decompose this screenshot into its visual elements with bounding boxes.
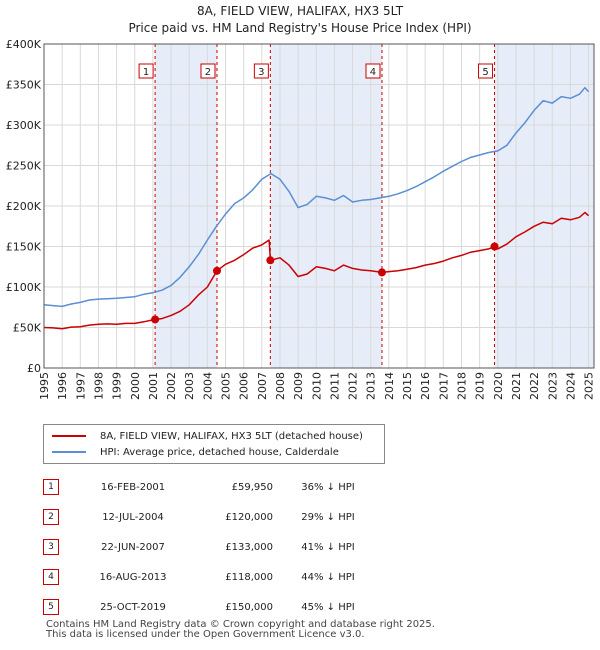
footer-license: This data is licensed under the Open Gov… [46,629,365,640]
sale-marker-badge: 3 [43,539,59,555]
sale-label-number: 4 [370,67,376,78]
table-row: 5 25-OCT-2019 £150,000 45% ↓ HPI [43,592,383,622]
x-tick-label: 2007 [256,372,269,400]
x-tick-label: 2005 [220,372,233,400]
sale-date: 22-JUN-2007 [101,541,165,553]
x-tick-label: 2022 [528,372,541,400]
sale-label-number: 5 [482,67,488,78]
x-tick-label: 2006 [238,372,251,400]
x-tick-label: 2002 [165,372,178,400]
x-tick-label: 2011 [328,372,341,400]
x-tick-label: 1996 [56,372,69,400]
x-tick-label: 1999 [111,372,124,400]
x-tick-label: 2009 [292,372,305,400]
legend-label-price: 8A, FIELD VIEW, HALIFAX, HX3 5LT (detach… [100,430,363,442]
x-tick-label: 2020 [492,372,505,400]
sale-label-box [253,63,269,79]
x-tick-label: 2000 [129,372,142,400]
sale-label-box [478,63,494,79]
table-row: 1 16-FEB-2001 £59,950 36% ↓ HPI [43,472,383,502]
x-tick-label: 2004 [201,372,214,400]
sale-hpi-diff: 41% ↓ HPI [301,541,355,553]
plot-border [43,43,595,369]
sale-label-box [200,63,216,79]
x-tick-label: 2025 [583,372,596,400]
sale-price: £118,000 [225,571,273,583]
sale-point [151,315,160,324]
sale-label-number: 1 [143,67,149,78]
sale-marker-badge: 4 [43,569,59,585]
sale-date: 16-AUG-2013 [99,571,167,583]
legend-label-hpi: HPI: Average price, detached house, Cald… [100,446,339,458]
legend-item-price: 8A, FIELD VIEW, HALIFAX, HX3 5LT (detach… [52,429,363,443]
x-tick-label: 2018 [455,372,468,400]
y-tick-label: £400K [6,38,42,51]
hpi-series-line [43,86,590,308]
x-tick-label: 1995 [38,372,51,400]
footer-copyright: Contains HM Land Registry data © Crown c… [46,619,435,630]
price-series-line [43,211,590,330]
sale-label-box [365,63,381,79]
y-tick-label: £200K [6,200,42,213]
sale-hpi-diff: 29% ↓ HPI [301,511,355,523]
x-tick-label: 2021 [510,372,523,400]
sale-point [490,242,499,251]
chart-legend: 8A, FIELD VIEW, HALIFAX, HX3 5LT (detach… [43,424,385,464]
sale-date: 12-JUL-2004 [102,511,164,523]
sale-point [266,256,275,265]
x-tick-label: 2024 [564,372,577,400]
sale-hpi-diff: 44% ↓ HPI [301,571,355,583]
footer-notice: Contains HM Land Registry data © Crown c… [46,620,435,640]
table-row: 4 16-AUG-2013 £118,000 44% ↓ HPI [43,562,383,592]
y-tick-label: £100K [6,281,42,294]
sale-price: £150,000 [225,601,273,613]
x-tick-label: 2001 [147,372,160,400]
x-tick-label: 2015 [401,372,414,400]
x-tick-label: 2016 [419,372,432,400]
y-tick-label: £350K [6,79,42,92]
x-tick-label: 1997 [74,372,87,400]
legend-swatch-hpi [52,451,86,453]
chart-subtitle: Price paid vs. HM Land Registry's House … [128,21,472,35]
sale-label-box [138,63,154,79]
table-row: 2 12-JUL-2004 £120,000 29% ↓ HPI [43,502,383,532]
sale-date: 16-FEB-2001 [100,481,166,493]
chart-title: 8A, FIELD VIEW, HALIFAX, HX3 5LT [196,4,404,18]
price-chart: £0 £50K £100K £150K £200K £250K £300K £350K £400… [6,38,596,400]
legend-swatch-price [52,435,86,437]
y-tick-label: £50K [13,322,42,335]
x-tick-label: 2003 [183,372,196,400]
sale-hpi-diff: 45% ↓ HPI [301,601,355,613]
sale-marker-badge: 1 [43,479,59,495]
sale-marker-badge: 2 [43,509,59,525]
x-tick-label: 1998 [92,372,105,400]
x-tick-label: 2014 [383,372,396,400]
y-tick-label: £150K [6,241,42,254]
sale-marker-badge: 5 [43,599,59,615]
x-tick-label: 2012 [347,372,360,400]
y-tick-label: £0 [27,362,41,375]
sale-hpi-diff: 36% ↓ HPI [301,481,355,493]
x-tick-label: 2019 [474,372,487,400]
x-tick-label: 2010 [310,372,323,400]
x-tick-label: 2023 [546,372,559,400]
x-tick-label: 2013 [365,372,378,400]
x-tick-label: 2008 [274,372,287,400]
y-tick-label: £250K [6,160,42,173]
sale-price: £133,000 [225,541,273,553]
sale-label-number: 2 [205,67,211,78]
y-tick-label: £300K [6,119,42,132]
sale-price: £120,000 [225,511,273,523]
sale-label-number: 3 [258,67,264,78]
sale-point [377,268,386,277]
sale-point [212,266,221,275]
sales-table: 1 16-FEB-2001 £59,950 36% ↓ HPI 2 12-JUL… [43,472,383,622]
table-row: 3 22-JUN-2007 £133,000 41% ↓ HPI [43,532,383,562]
sale-price: £59,950 [231,481,273,493]
x-tick-label: 2017 [437,372,450,400]
sale-date: 25-OCT-2019 [100,601,166,613]
legend-item-hpi: HPI: Average price, detached house, Cald… [52,445,339,459]
